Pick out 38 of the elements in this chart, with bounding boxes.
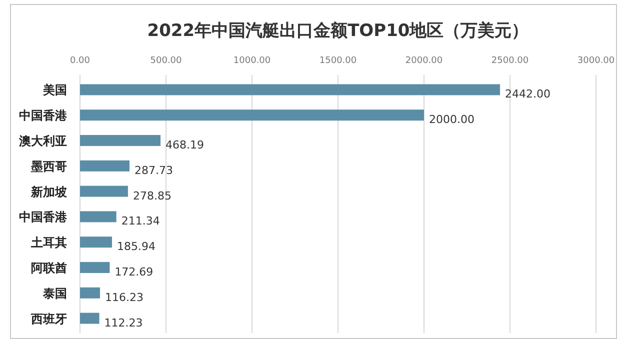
data-label: 185.94 xyxy=(116,240,156,254)
data-label: 2000.00 xyxy=(429,113,474,126)
y-tick-label: 中国香港 xyxy=(19,210,68,224)
bar xyxy=(80,287,100,298)
data-label: 2442.00 xyxy=(505,88,551,101)
x-tick-label: 0.00 xyxy=(70,56,90,66)
x-tick-label: 500.00 xyxy=(150,56,182,66)
x-tick-label: 1500.00 xyxy=(319,56,357,66)
chart-title: 2022年中国汽艇出口金额TOP10地区（万美元） xyxy=(147,21,529,41)
bar xyxy=(80,262,110,273)
bar xyxy=(80,186,128,197)
y-tick-label: 土耳其 xyxy=(30,236,67,250)
data-label: 211.34 xyxy=(121,214,160,228)
y-tick-label: 澳大利亚 xyxy=(18,134,67,148)
bar xyxy=(80,135,161,146)
bar xyxy=(80,160,130,172)
data-label: 278.85 xyxy=(132,189,172,202)
y-tick-label: 新加坡 xyxy=(30,184,68,199)
bar xyxy=(80,236,112,248)
y-tick-label: 泰国 xyxy=(42,286,67,300)
bar xyxy=(80,110,424,121)
data-label: 287.73 xyxy=(134,164,173,177)
bar xyxy=(80,312,100,324)
x-tick-label: 1000.00 xyxy=(233,56,271,66)
y-tick-label: 美国 xyxy=(42,83,67,98)
y-tick-label: 西班牙 xyxy=(30,312,67,326)
bar xyxy=(80,211,116,222)
x-tick-label: 3000.00 xyxy=(577,56,615,66)
x-tick-label: 2000.00 xyxy=(405,56,443,66)
y-tick-label: 中国香港 xyxy=(19,108,68,123)
data-label: 468.19 xyxy=(166,138,204,152)
data-label: 112.23 xyxy=(104,316,143,330)
data-label: 116.23 xyxy=(104,290,144,304)
x-tick-label: 2500.00 xyxy=(491,56,529,66)
y-tick-label: 墨西哥 xyxy=(30,159,67,174)
data-label: 172.69 xyxy=(114,266,154,278)
y-tick-label: 阿联酋 xyxy=(31,261,67,275)
bar xyxy=(80,84,500,96)
